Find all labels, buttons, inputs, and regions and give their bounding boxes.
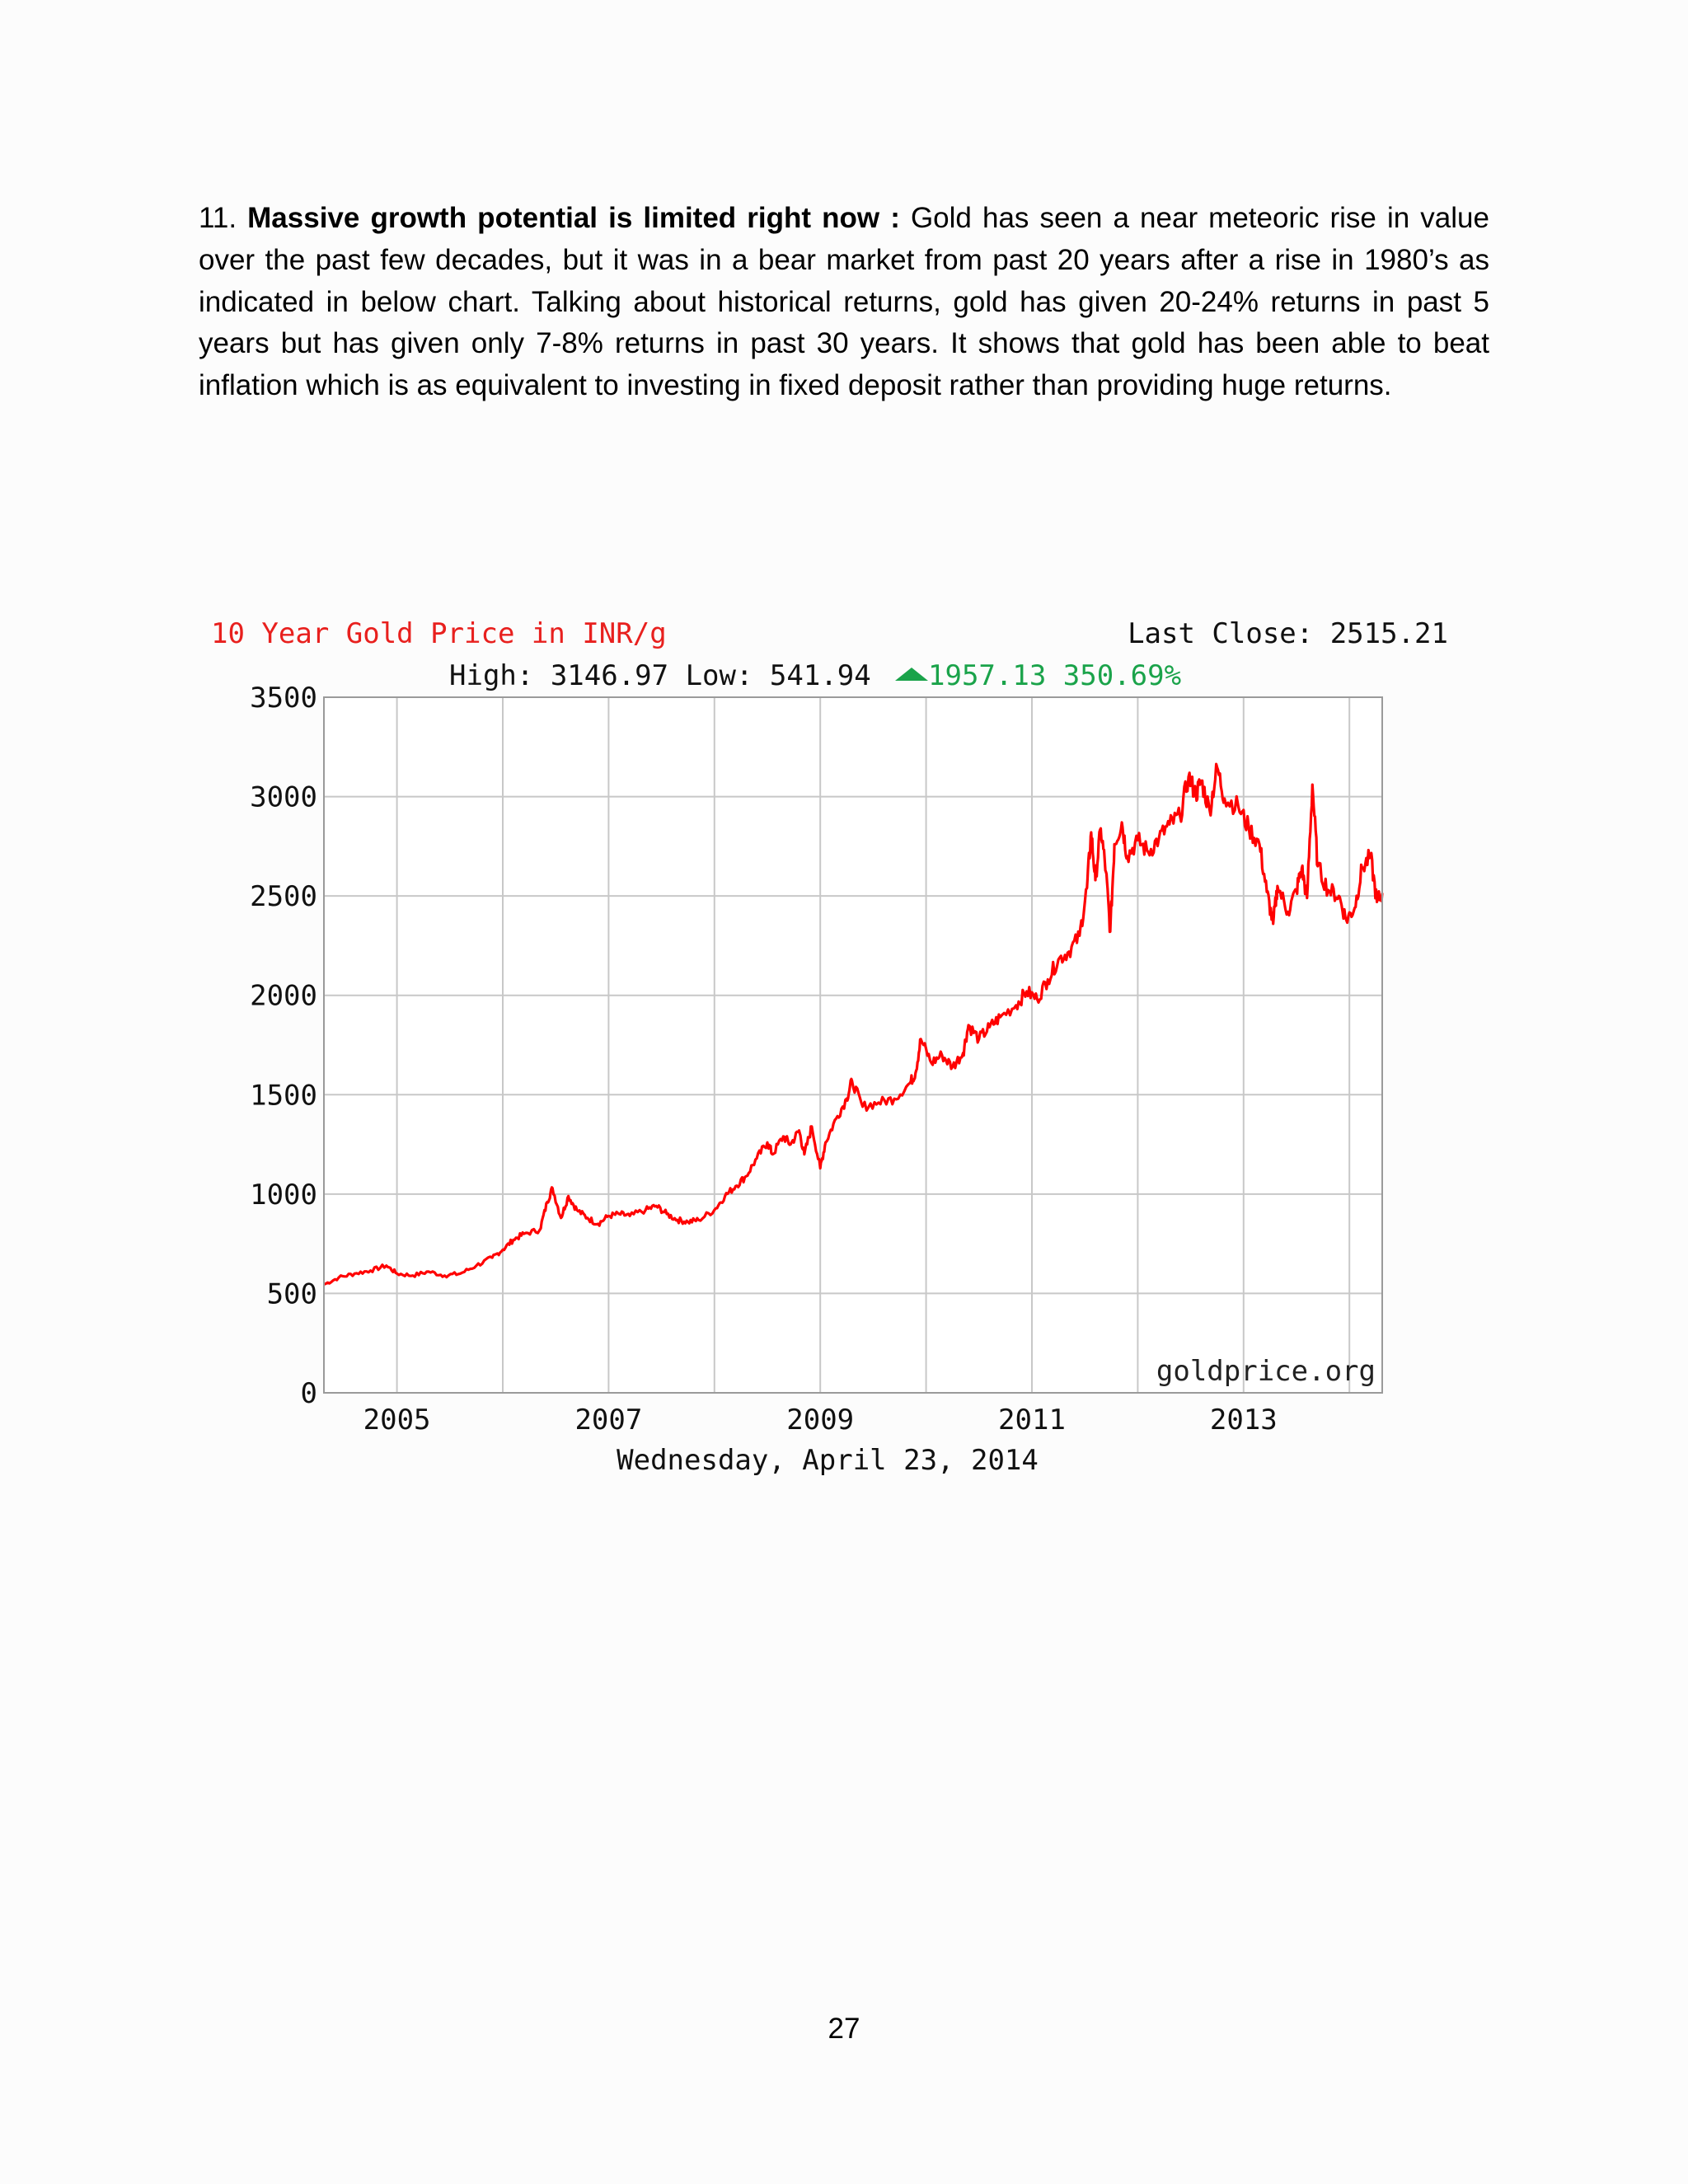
y-tick-label: 2500 [250,880,317,913]
x-tick-label: 2009 [786,1404,854,1436]
y-tick-label: 2000 [250,980,317,1013]
x-axis-label: Wednesday, April 23, 2014 [617,1444,1039,1477]
y-tick-label: 3500 [250,682,317,715]
last-close-label: Last Close: 2515.21 [1128,617,1448,650]
plot-frame [323,696,1383,1394]
page-number: 27 [828,2013,860,2045]
y-tick-label: 0 [301,1377,317,1410]
gold-price-line [323,762,1384,1286]
watermark: goldprice.org [1156,1355,1376,1388]
y-tick-label: 3000 [250,781,317,814]
x-tick-label: 2005 [363,1404,431,1436]
up-triangle-icon [895,668,928,681]
y-tick-label: 1500 [250,1079,317,1112]
plot-background [324,697,1382,1393]
gold-price-chart: 0 500 1000 1500 2000 2500 3000 3500 2005 2007 2009… [198,602,1459,1483]
paragraph-lead: Massive growth potential is limited righ… [247,202,900,234]
paragraph-body: Gold has seen a near meteoric rise in va… [199,202,1489,402]
x-tick-label: 2011 [998,1404,1066,1436]
x-tick-label: 2013 [1210,1404,1278,1436]
stats-prefix: High: 3146.97 Low: 541.94 [449,659,871,692]
chart-title: 10 Year Gold Price in INR/g [211,617,667,650]
body-paragraph: 11. Massive growth potential is limited … [199,198,1489,407]
change-value: 1957.13 350.69% [928,659,1181,692]
paragraph-number: 11. [199,202,237,234]
y-tick-label: 500 [267,1277,317,1310]
axis-tick-labels: 0 500 1000 1500 2000 2500 3000 3500 2005 2007 2009… [250,682,1278,1436]
x-tick-label: 2007 [574,1404,642,1436]
gold-price-chart-svg: 0 500 1000 1500 2000 2500 3000 3500 2005 2007 2009… [211,617,1448,1477]
y-tick-label: 1000 [250,1179,317,1212]
